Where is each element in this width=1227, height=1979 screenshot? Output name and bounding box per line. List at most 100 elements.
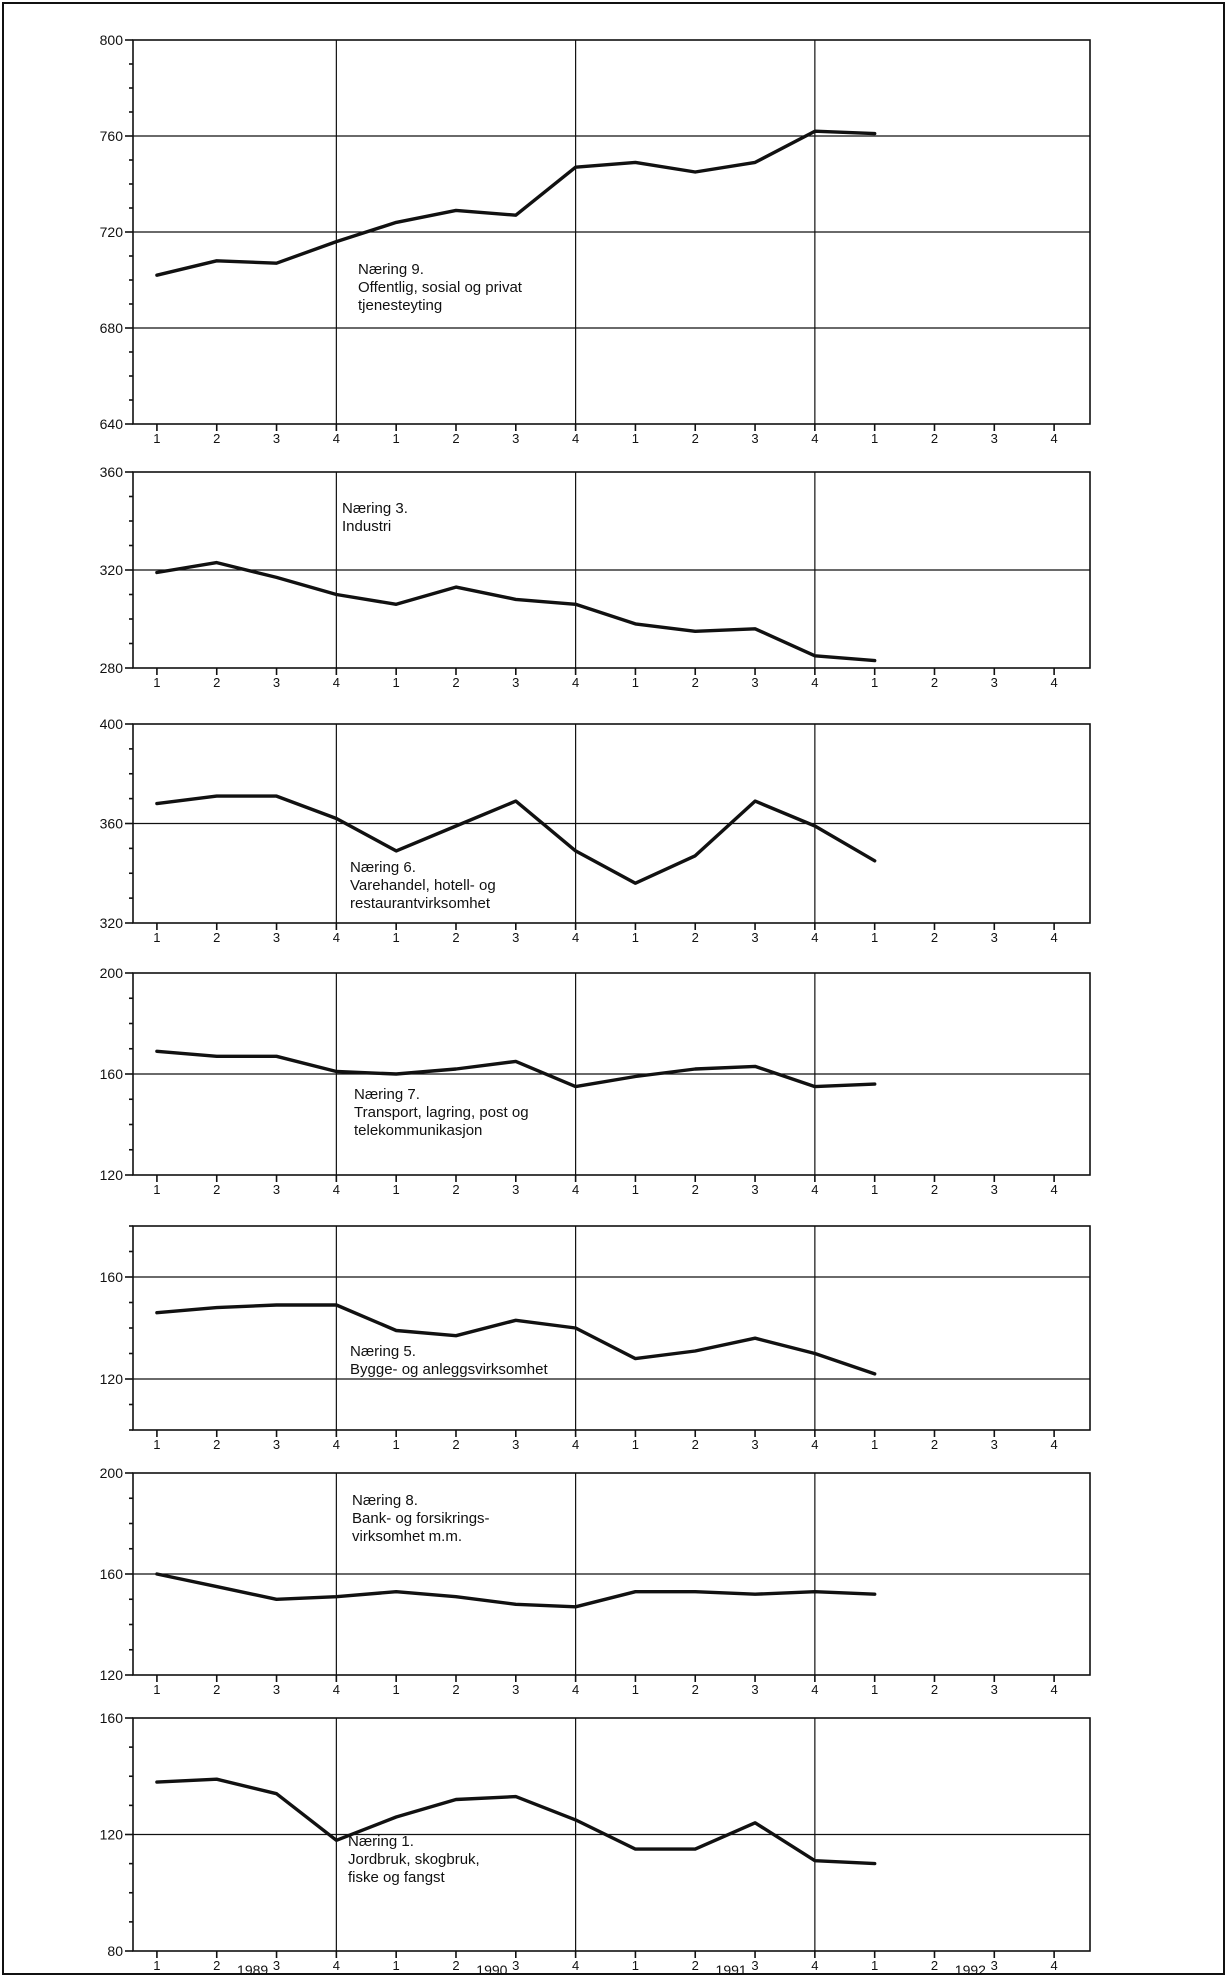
x-tick-label: 1 [632,1682,639,1697]
panel-5: 120 160 1 2 3 4 1 2 3 4 1 2 3 4 1 2 3 4 Næring 5. Bygge- og… [100,1225,1091,1452]
x-tick-label: 1 [153,1182,160,1197]
x-tick-label: 1 [393,1182,400,1197]
y-tick-label: 200 [100,1465,124,1481]
panel-1: 640 680 720 760 800 1 2 3 4 1 2 3 4 1 2 3 4 1 2 3 4 Næring 9.… [100,32,1091,446]
x-tick-label: 2 [931,1958,938,1973]
panel-annotation: Næring 8. Bank- og forsikrings-virksomhet… [352,1492,490,1545]
x-tick-label: 3 [512,1958,519,1973]
x-tick-label: 1 [393,675,400,690]
panel-3: 320 360 400 1 2 3 4 1 2 3 4 1 2 3 4 1 2 3 4 Næring 6. Vareha… [100,716,1091,945]
series-line [155,1572,877,1609]
x-tick-label: 3 [751,930,758,945]
y-tick-label: 160 [100,1566,124,1582]
x-tick-label: 3 [512,930,519,945]
x-tick-label: 2 [931,1182,938,1197]
x-tick-label: 2 [931,1437,938,1452]
x-tick-label: 4 [1050,1682,1057,1697]
series-line [155,129,877,277]
panel-annotation: Næring 5. Bygge- og anleggsvirksomhet [350,1343,548,1378]
panel-6: 120 160 200 1 2 3 4 1 2 3 4 1 2 3 4 1 2 3 4 Næring 8. Bank- … [100,1465,1091,1697]
x-tick-label: 4 [1050,1437,1057,1452]
series-line [155,560,877,663]
x-tick-label: 1 [632,1958,639,1973]
x-tick-label: 4 [333,930,340,945]
x-tick-label: 2 [931,675,938,690]
x-tick-label: 2 [692,1958,699,1973]
x-tick-label: 2 [452,1682,459,1697]
x-tick-label: 1 [632,1437,639,1452]
y-tick-label: 800 [100,32,124,48]
x-tick-label: 1 [153,1682,160,1697]
y-tick-label: 200 [100,965,124,981]
x-tick-label: 1 [871,1682,878,1697]
x-tick-label: 2 [213,431,220,446]
panel-7: 80 120 160 1 2 3 4 1 2 3 4 1 2 3 4 1 2 3 4 Næring 1. Jordbru… [100,1710,1091,1973]
x-tick-label: 2 [692,930,699,945]
x-tick-label: 4 [572,930,579,945]
x-tick-label: 4 [811,1437,818,1452]
y-tick-label: 160 [100,1066,124,1082]
x-tick-label: 3 [273,431,280,446]
panel-annotation: Næring 9. Offentlig, sosial og privat tjen… [358,261,523,314]
x-tick-label: 3 [751,1682,758,1697]
x-tick-label: 4 [572,1182,579,1197]
x-tick-label: 1 [153,675,160,690]
year-label: 1990 [476,1962,507,1978]
x-tick-label: 2 [213,675,220,690]
x-tick-label: 3 [751,1182,758,1197]
x-tick-label: 2 [452,1182,459,1197]
x-tick-label: 1 [632,431,639,446]
x-tick-label: 2 [213,930,220,945]
series-line [155,1303,877,1376]
y-tick-label: 320 [100,562,124,578]
y-tick-label: 320 [100,915,124,931]
y-tick-label: 120 [100,1371,124,1387]
x-tick-label: 3 [991,1682,998,1697]
x-tick-label: 2 [931,1682,938,1697]
year-label: 1992 [955,1962,986,1978]
x-tick-label: 1 [153,1437,160,1452]
x-tick-label: 4 [1050,930,1057,945]
x-tick-label: 4 [572,1437,579,1452]
x-tick-label: 4 [333,1682,340,1697]
y-tick-label: 760 [100,128,124,144]
x-tick-label: 1 [871,431,878,446]
y-tick-label: 160 [100,1710,124,1726]
x-tick-label: 4 [1050,1182,1057,1197]
x-tick-label: 4 [811,1958,818,1973]
x-tick-label: 3 [273,675,280,690]
x-tick-label: 4 [811,431,818,446]
x-tick-label: 3 [512,1182,519,1197]
x-tick-label: 1 [393,1682,400,1697]
x-tick-label: 4 [572,1682,579,1697]
y-tick-label: 720 [100,224,124,240]
x-tick-label: 2 [213,1958,220,1973]
x-tick-label: 1 [871,1958,878,1973]
x-tick-label: 1 [393,1958,400,1973]
x-tick-label: 4 [811,930,818,945]
x-tick-label: 3 [273,930,280,945]
x-tick-label: 4 [333,1958,340,1973]
chart-panels: 640 680 720 760 800 1 2 3 4 1 2 3 4 1 2 3 4 1 2 3 4 Næring 9.… [100,32,1091,1973]
panel-annotation: Næring 7. Transport, lagring, post og tele… [354,1086,529,1139]
x-tick-label: 2 [452,675,459,690]
x-tick-label: 4 [1050,675,1057,690]
y-tick-label: 400 [100,716,124,732]
x-tick-label: 3 [751,1958,758,1973]
y-tick-label: 360 [100,464,124,480]
x-tick-label: 1 [632,1182,639,1197]
y-tick-label: 80 [107,1943,123,1959]
x-tick-label: 2 [931,930,938,945]
x-tick-label: 3 [991,1182,998,1197]
panel-4: 120 160 200 1 2 3 4 1 2 3 4 1 2 3 4 1 2 3 4 Næring 7. Transp… [100,965,1091,1197]
x-tick-label: 3 [512,675,519,690]
y-tick-label: 360 [100,816,124,832]
x-tick-label: 2 [692,1182,699,1197]
x-tick-label: 3 [512,1682,519,1697]
x-tick-label: 1 [153,431,160,446]
x-tick-label: 3 [512,1437,519,1452]
y-tick-label: 120 [100,1167,124,1183]
year-labels: 1989 1990 1991 1992 [237,1962,986,1978]
